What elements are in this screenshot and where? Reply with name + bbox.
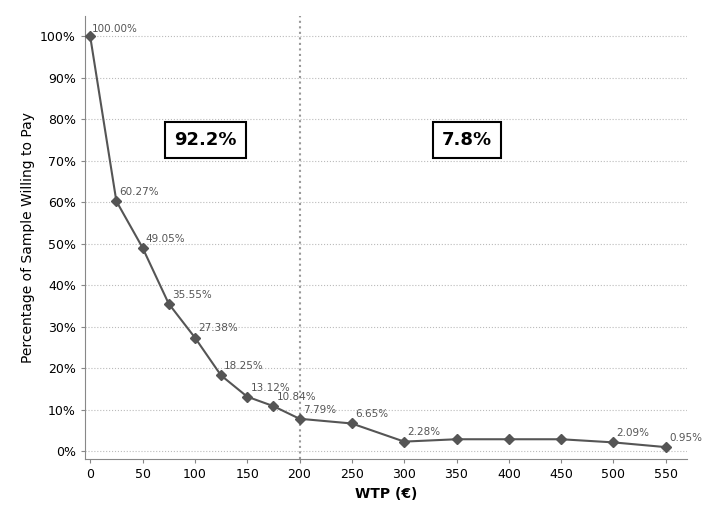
Text: 0.95%: 0.95% <box>669 433 702 443</box>
Text: 35.55%: 35.55% <box>172 290 212 300</box>
Text: 60.27%: 60.27% <box>120 187 159 197</box>
X-axis label: WTP (€): WTP (€) <box>355 487 417 501</box>
Text: 18.25%: 18.25% <box>224 361 264 371</box>
Text: 2.28%: 2.28% <box>407 428 440 437</box>
Text: 10.84%: 10.84% <box>277 392 316 402</box>
Text: 27.38%: 27.38% <box>198 324 238 334</box>
Text: 7.8%: 7.8% <box>442 131 492 149</box>
Text: 49.05%: 49.05% <box>146 233 185 244</box>
Text: 100.00%: 100.00% <box>92 25 138 34</box>
Text: 6.65%: 6.65% <box>355 409 388 419</box>
Y-axis label: Percentage of Sample Willing to Pay: Percentage of Sample Willing to Pay <box>21 112 35 363</box>
Text: 7.79%: 7.79% <box>302 405 336 414</box>
Text: 2.09%: 2.09% <box>617 428 650 438</box>
Text: 13.12%: 13.12% <box>251 383 290 393</box>
Text: 92.2%: 92.2% <box>174 131 236 149</box>
